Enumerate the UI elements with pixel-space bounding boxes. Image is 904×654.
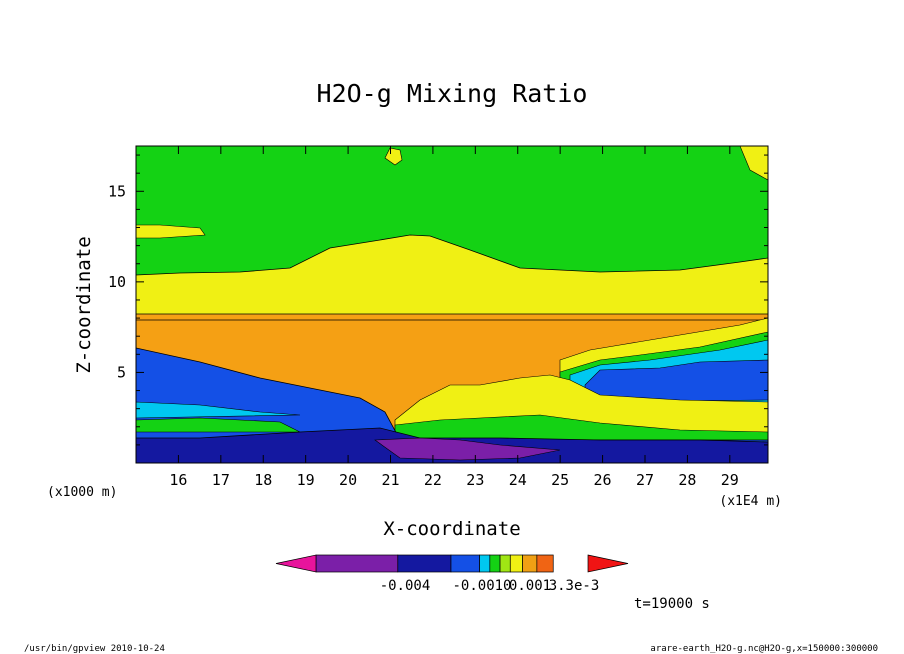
colorbar-label: -0.004 <box>380 578 431 594</box>
x-tick-label: 20 <box>339 471 357 489</box>
plot-frame <box>135 145 769 464</box>
x-tick-label: 17 <box>212 471 230 489</box>
x-tick-label: 27 <box>636 471 654 489</box>
x-axis-label: X-coordinate <box>383 518 520 540</box>
contour-fill <box>136 146 768 463</box>
time-label: t=19000 s <box>634 596 710 612</box>
colorbar-swatch <box>499 554 511 573</box>
colorbar-swatch <box>489 554 501 573</box>
footer-right: arare-earth_H2O-g.nc@H2O-g,x=150000:3000… <box>650 644 878 654</box>
colorbar-swatch <box>536 554 554 573</box>
colorbar-swatch <box>479 554 491 573</box>
colorbar-label: -0.0010 <box>452 578 511 594</box>
x-tick-label: 25 <box>551 471 569 489</box>
colorbar-swatch <box>522 554 538 573</box>
x-tick-label: 23 <box>466 471 484 489</box>
green-left-band <box>136 417 301 433</box>
y-tick-label: 10 <box>108 273 126 291</box>
y-tick-label: 5 <box>117 363 126 381</box>
x-axis-ticks: 16 17 18 19 20 21 22 23 24 25 26 27 28 29 <box>169 146 739 489</box>
x-tick-label: 21 <box>381 471 399 489</box>
colorbar-max-arrow <box>587 554 629 573</box>
x-tick-label: 18 <box>254 471 272 489</box>
yellow-top-blob <box>384 147 403 166</box>
colorbar <box>275 554 629 573</box>
colorbar-swatch <box>450 554 480 573</box>
chart-title: H2O-g Mixing Ratio <box>317 79 588 108</box>
y-unit-label: (x1000 m) <box>47 485 117 500</box>
colorbar-label: 3.3e-3 <box>549 578 600 594</box>
footer-left: /usr/bin/gpview 2010-10-24 <box>24 644 165 654</box>
y-axis-ticks: 5 10 15 <box>108 154 768 446</box>
yellow-left-upper-blob <box>136 224 206 239</box>
colorbar-min-arrow <box>275 554 317 573</box>
colorbar-label: 0.001 <box>509 578 551 594</box>
x-tick-label: 24 <box>509 471 527 489</box>
colorbar-swatch <box>509 554 523 573</box>
x-tick-label: 26 <box>594 471 612 489</box>
x-tick-label: 19 <box>297 471 315 489</box>
colorbar-swatch <box>397 554 452 573</box>
y-axis-label: Z-coordinate <box>73 236 95 373</box>
colorbar-swatch <box>315 554 399 573</box>
x-tick-label: 16 <box>169 471 187 489</box>
yellow-right-top-blob <box>739 146 768 181</box>
y-tick-label: 15 <box>108 182 126 200</box>
x-tick-label: 22 <box>424 471 442 489</box>
x-tick-label: 29 <box>721 471 739 489</box>
cyan-left-band <box>136 401 301 419</box>
purple-bottom <box>374 437 561 461</box>
x-tick-label: 28 <box>678 471 696 489</box>
x-unit-label: (x1E4 m) <box>719 494 782 509</box>
